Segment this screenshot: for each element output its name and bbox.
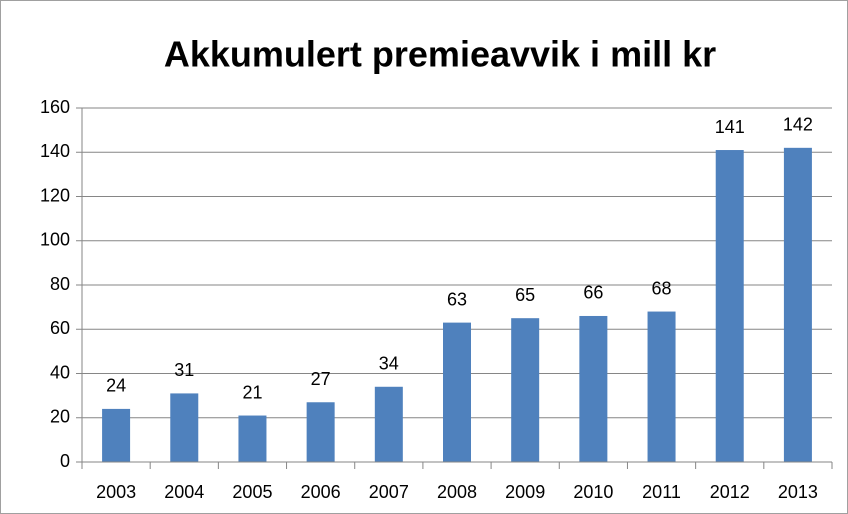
x-tick-label: 2003 [96, 482, 136, 502]
bar [579, 315, 608, 462]
bar [715, 150, 744, 462]
y-tick-label: 40 [50, 362, 70, 382]
y-tick-label: 0 [60, 451, 70, 471]
bar [443, 322, 471, 462]
data-label: 68 [652, 278, 672, 298]
y-tick-label: 140 [40, 141, 70, 161]
bar [647, 311, 676, 462]
data-label: 27 [311, 369, 331, 389]
x-tick-label: 2011 [642, 482, 681, 502]
data-label: 65 [515, 285, 535, 305]
y-tick-label: 20 [50, 407, 70, 427]
chart-title: Akkumulert premieavvik i mill kr [164, 34, 716, 75]
x-tick-label: 2007 [369, 482, 409, 502]
data-label: 66 [583, 283, 603, 303]
y-tick-label: 100 [40, 230, 70, 250]
x-tick-label: 2012 [710, 482, 750, 502]
x-tick-label: 2004 [164, 482, 204, 502]
x-tick-label: 2006 [301, 482, 341, 502]
bar [170, 393, 199, 462]
data-label: 34 [379, 354, 399, 374]
y-tick-label: 60 [50, 318, 70, 338]
x-tick-label: 2010 [573, 482, 613, 502]
bar [783, 147, 812, 462]
data-label: 24 [106, 376, 126, 396]
x-tick-label: 2013 [778, 482, 818, 502]
data-label: 142 [783, 115, 813, 135]
bar [511, 318, 540, 462]
data-label: 141 [715, 117, 745, 137]
bar [238, 415, 267, 462]
x-tick-label: 2008 [437, 482, 477, 502]
data-label: 31 [174, 360, 194, 380]
x-tick-label: 2009 [505, 482, 545, 502]
data-label: 63 [447, 289, 467, 309]
y-tick-label: 160 [40, 97, 70, 117]
y-tick-label: 80 [50, 274, 70, 294]
bar [306, 402, 335, 462]
bar [102, 408, 131, 462]
x-tick-label: 2005 [232, 482, 272, 502]
data-label: 21 [242, 382, 262, 402]
bar [374, 386, 403, 462]
y-tick-label: 120 [40, 185, 70, 205]
